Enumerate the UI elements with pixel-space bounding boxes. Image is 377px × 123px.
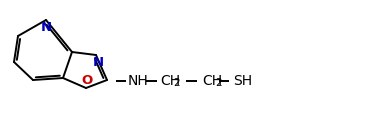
- Text: SH: SH: [233, 74, 252, 88]
- Text: 2: 2: [215, 78, 222, 89]
- Text: CH: CH: [160, 74, 180, 88]
- Text: N: N: [40, 21, 52, 34]
- Text: 2: 2: [173, 78, 179, 89]
- Text: CH: CH: [202, 74, 222, 88]
- Text: N: N: [92, 56, 104, 69]
- Text: NH: NH: [128, 74, 149, 88]
- Text: O: O: [81, 74, 93, 87]
